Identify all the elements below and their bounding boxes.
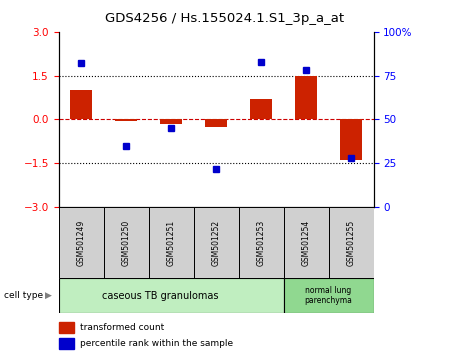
- Text: transformed count: transformed count: [80, 323, 164, 332]
- FancyBboxPatch shape: [58, 278, 284, 313]
- FancyBboxPatch shape: [284, 207, 328, 278]
- Bar: [160, 120, 182, 124]
- FancyBboxPatch shape: [238, 207, 284, 278]
- Text: cell type: cell type: [4, 291, 44, 300]
- Text: GSM501254: GSM501254: [302, 219, 310, 266]
- FancyBboxPatch shape: [194, 207, 238, 278]
- Bar: [205, 120, 227, 127]
- Bar: [58, 322, 74, 333]
- Text: GDS4256 / Hs.155024.1.S1_3p_a_at: GDS4256 / Hs.155024.1.S1_3p_a_at: [105, 12, 345, 25]
- FancyBboxPatch shape: [328, 207, 374, 278]
- Text: caseous TB granulomas: caseous TB granulomas: [102, 291, 218, 301]
- Bar: [58, 338, 74, 349]
- Text: GSM501251: GSM501251: [166, 219, 176, 266]
- Bar: [250, 99, 272, 120]
- Text: GSM501250: GSM501250: [122, 219, 130, 266]
- Text: GSM501255: GSM501255: [346, 219, 356, 266]
- Text: percentile rank within the sample: percentile rank within the sample: [80, 339, 233, 348]
- Bar: [340, 120, 362, 160]
- FancyBboxPatch shape: [104, 207, 148, 278]
- Bar: [115, 120, 137, 121]
- FancyBboxPatch shape: [148, 207, 194, 278]
- Text: normal lung
parenchyma: normal lung parenchyma: [305, 286, 352, 305]
- FancyBboxPatch shape: [284, 278, 374, 313]
- Text: GSM501249: GSM501249: [76, 219, 86, 266]
- Bar: [70, 90, 92, 120]
- Text: GSM501253: GSM501253: [256, 219, 266, 266]
- FancyBboxPatch shape: [58, 207, 104, 278]
- Text: GSM501252: GSM501252: [212, 219, 220, 266]
- Text: ▶: ▶: [45, 291, 52, 300]
- Bar: [295, 76, 317, 120]
